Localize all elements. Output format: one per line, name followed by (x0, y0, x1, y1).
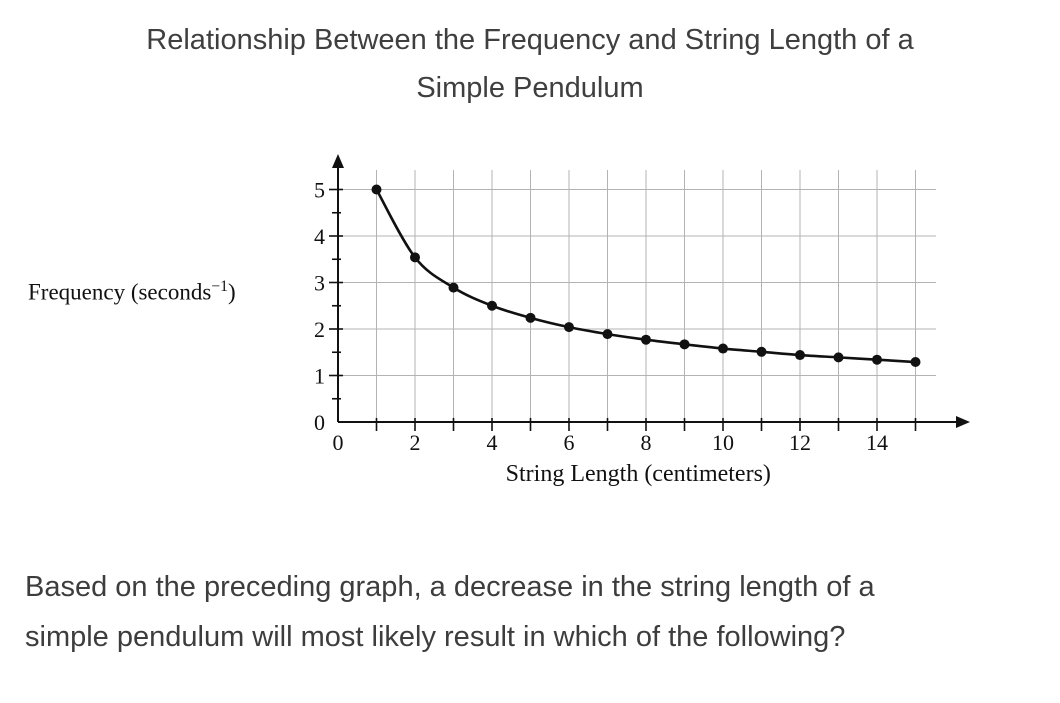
data-point (602, 329, 613, 340)
y-tick-label: 3 (314, 271, 325, 296)
data-point (371, 184, 382, 195)
x-tick-label: 8 (641, 430, 652, 455)
chart-title-line-2: Simple Pendulum (416, 72, 644, 104)
x-tick-label: 0 (333, 430, 344, 455)
data-point (795, 350, 805, 361)
data-point (872, 354, 882, 365)
x-tick-label: 4 (487, 430, 498, 455)
data-point (910, 357, 921, 368)
chart-title: Relationship Between the Frequency and S… (0, 16, 1060, 112)
ticks (329, 188, 917, 431)
question-text: Based on the preceding graph, a decrease… (25, 562, 1060, 662)
data-point (679, 339, 690, 350)
chart-area: Frequency (seconds−1) 0 2 4 6 8 10 12 14 0 1 2 3 4 5 S… (0, 130, 1060, 492)
y-tick-label: 1 (314, 364, 325, 389)
data-point (833, 352, 844, 363)
question-line-1: Based on the preceding graph, a decrease… (25, 571, 875, 603)
y-tick-label: 0 (314, 410, 325, 435)
y-axis-label-superscript: −1 (211, 278, 228, 295)
axes (337, 166, 956, 423)
x-tick-label: 14 (866, 430, 888, 455)
y-axis-label-suffix: ) (227, 279, 236, 305)
y-tick-label: 4 (314, 224, 325, 249)
x-tick-label: 6 (564, 430, 575, 455)
x-tick-label: 2 (410, 430, 421, 455)
data-point (525, 312, 536, 323)
y-axis-label: Frequency (seconds−1) (28, 278, 236, 306)
data-point (718, 343, 728, 354)
gridlines (338, 170, 936, 422)
x-tick-label: 12 (789, 430, 811, 455)
y-axis-arrow (332, 154, 344, 168)
data-point (410, 252, 420, 263)
data-point (487, 300, 497, 311)
y-axis-label-text: Frequency (seconds (28, 279, 212, 305)
y-tick-label: 2 (314, 317, 325, 342)
data-point (756, 346, 767, 357)
question-line-2: simple pendulum will most likely result … (25, 621, 846, 653)
data-point (448, 282, 459, 293)
x-axis-title: String Length (centimeters) (506, 461, 771, 487)
data-point (641, 334, 651, 345)
x-axis-arrow (956, 416, 970, 428)
x-tick-label: 10 (712, 430, 734, 455)
data-point (564, 322, 574, 333)
chart-title-line-1: Relationship Between the Frequency and S… (146, 24, 914, 56)
y-tick-label: 5 (314, 178, 325, 203)
